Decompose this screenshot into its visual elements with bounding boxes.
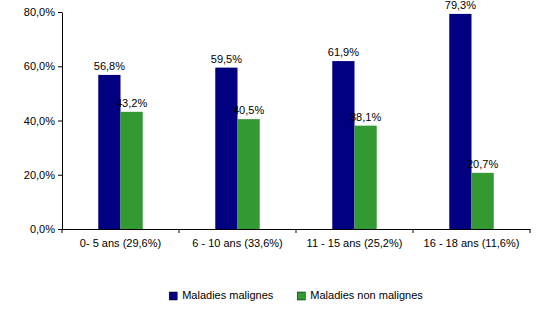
- tick-label: 80,0%: [24, 6, 55, 18]
- data-label: 38,1%: [350, 111, 381, 123]
- tick: 60,0%: [24, 60, 62, 72]
- plot: 56,8% 59,5% 61,9% 79,3% 43,2% 40,5% 38,1% 20,7%…: [24, 0, 531, 249]
- tick-label: 6 - 10 ans (33,6%): [192, 237, 283, 249]
- legend-swatch: [297, 292, 305, 300]
- chart: 56,8% 59,5% 61,9% 79,3% 43,2% 40,5% 38,1% 20,7%…: [0, 0, 538, 311]
- tick-mark: [58, 66, 62, 67]
- data-label: 61,9%: [328, 46, 359, 58]
- separator: [62, 229, 63, 233]
- axis-line: [62, 13, 63, 230]
- tick-label: 60,0%: [24, 60, 55, 72]
- tick: 40,0%: [24, 115, 62, 127]
- bars: [98, 14, 493, 229]
- y-axis: 0,0% 20,0% 40,0% 60,0% 80,0%: [24, 6, 63, 235]
- tick-mark: [58, 12, 62, 13]
- bar: [332, 61, 354, 229]
- tick: 80,0%: [24, 6, 62, 18]
- tick-label: 40,0%: [24, 115, 55, 127]
- tick-mark: [58, 229, 62, 230]
- tick: 16 - 18 ans (11,6%): [424, 229, 520, 249]
- bar: [472, 173, 494, 229]
- bar: [355, 126, 377, 229]
- bar: [215, 68, 237, 229]
- separator: [296, 229, 297, 233]
- tick-label: 0- 5 ans (29,6%): [80, 237, 161, 249]
- bar: [449, 14, 471, 229]
- legend-item: Maladies malignes: [169, 289, 274, 301]
- separators: [62, 229, 530, 233]
- tick: 6 - 10 ans (33,6%): [192, 229, 283, 249]
- separator: [530, 229, 531, 233]
- data-label: 59,5%: [211, 53, 242, 65]
- separator: [413, 229, 414, 233]
- tick-mark: [58, 121, 62, 122]
- data-label: 43,2%: [116, 97, 147, 109]
- bar: [238, 119, 260, 229]
- data-label: 79,3%: [445, 0, 476, 11]
- data-label: 56,8%: [94, 60, 125, 72]
- data-label: 40,5%: [233, 104, 264, 116]
- tick: 11 - 15 ans (25,2%): [307, 229, 403, 249]
- legend: Maladies malignes Maladies non malignes: [169, 289, 423, 301]
- tick-label: 11 - 15 ans (25,2%): [307, 237, 403, 249]
- data-labels: 56,8% 59,5% 61,9% 79,3% 43,2% 40,5% 38,1% 20,7%: [94, 0, 499, 170]
- separator: [179, 229, 180, 233]
- data-label: 20,7%: [467, 158, 498, 170]
- legend-label: Maladies malignes: [182, 289, 274, 301]
- legend-label: Maladies non malignes: [310, 289, 423, 301]
- tick: 0,0%: [30, 223, 62, 235]
- tick: 20,0%: [24, 169, 62, 181]
- tick: 0- 5 ans (29,6%): [80, 229, 161, 249]
- x-axis: 0- 5 ans (29,6%) 6 - 10 ans (33,6%) 11 - 1…: [62, 229, 531, 249]
- bar: [121, 112, 143, 229]
- legend-item: Maladies non malignes: [297, 289, 423, 301]
- tick-mark: [58, 175, 62, 176]
- bar-series: [121, 112, 494, 229]
- tick-label: 16 - 18 ans (11,6%): [424, 237, 520, 249]
- bar-series: [98, 14, 471, 229]
- legend-swatch: [169, 292, 177, 300]
- tick-label: 0,0%: [30, 223, 55, 235]
- tick-label: 20,0%: [24, 169, 55, 181]
